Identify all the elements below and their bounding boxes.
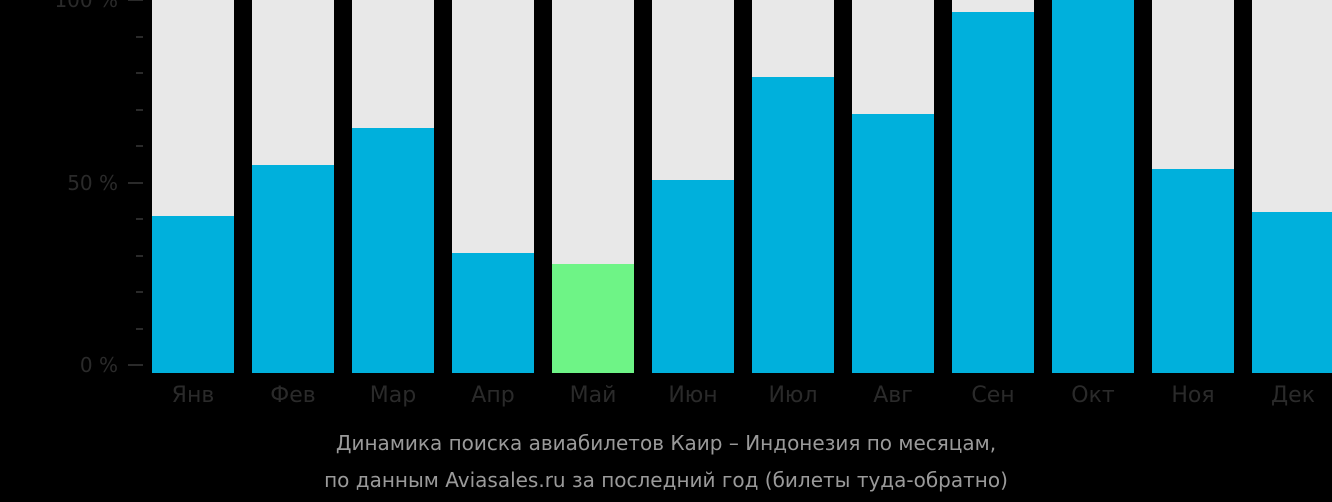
major-tick: [128, 364, 143, 366]
bar-value-fill: [352, 128, 434, 373]
x-tick-label: Дек: [1270, 383, 1315, 408]
bar-5: [552, 0, 634, 373]
x-tick-label: Янв: [171, 383, 215, 408]
bar-value-fill: [752, 77, 834, 373]
y-tick-label: 100 %: [54, 0, 118, 12]
bar-1: [152, 0, 234, 373]
x-tick-label: Окт: [1071, 383, 1115, 408]
minor-tick: [136, 291, 143, 293]
bar-12: [1252, 0, 1332, 373]
bar-2: [252, 0, 334, 373]
x-tick-label: Фев: [270, 383, 316, 408]
major-tick: [128, 0, 143, 1]
major-tick: [128, 181, 143, 184]
bar-value-fill: [1052, 0, 1134, 373]
bar-value-fill: [1152, 168, 1234, 373]
y-tick-label: 0 %: [79, 353, 118, 377]
chart-subtitle: по данным Aviasales.ru за последний год …: [324, 468, 1008, 492]
minor-tick: [136, 35, 143, 38]
minor-tick: [136, 254, 143, 257]
minor-tick: [136, 72, 143, 74]
x-tick-label: Авг: [873, 383, 913, 408]
minor-tick: [136, 108, 143, 111]
bar-4: [452, 0, 534, 373]
bar-9: [952, 0, 1034, 373]
x-tick-label: Ноя: [1171, 383, 1215, 408]
bar-11: [1152, 0, 1234, 373]
bar-value-fill: [952, 11, 1034, 373]
bar-value-fill: [652, 179, 734, 373]
x-tick-label: Сен: [971, 383, 1015, 408]
minor-tick: [136, 327, 143, 330]
bar-7: [752, 0, 834, 373]
minor-tick: [136, 145, 143, 147]
bar-6: [652, 0, 734, 373]
minor-tick: [136, 218, 143, 220]
bar-8: [852, 0, 934, 373]
x-tick-label: Май: [569, 383, 617, 408]
bar-value-fill: [152, 216, 234, 373]
x-tick-label: Июн: [668, 383, 718, 408]
bar-value-fill: [452, 252, 534, 373]
x-tick-label: Апр: [471, 383, 515, 408]
x-tick-label: Мар: [369, 383, 417, 408]
x-tick-label: Июл: [768, 383, 818, 408]
y-tick-label: 50 %: [67, 170, 118, 195]
bar-10: [1052, 0, 1134, 373]
bar-value-fill: [552, 263, 634, 373]
bar-3: [352, 0, 434, 373]
chart-title: Динамика поиска авиабилетов Каир – Индон…: [335, 431, 997, 455]
bar-value-fill: [252, 164, 334, 373]
bar-value-fill: [852, 113, 934, 373]
bar-value-fill: [1252, 212, 1332, 373]
